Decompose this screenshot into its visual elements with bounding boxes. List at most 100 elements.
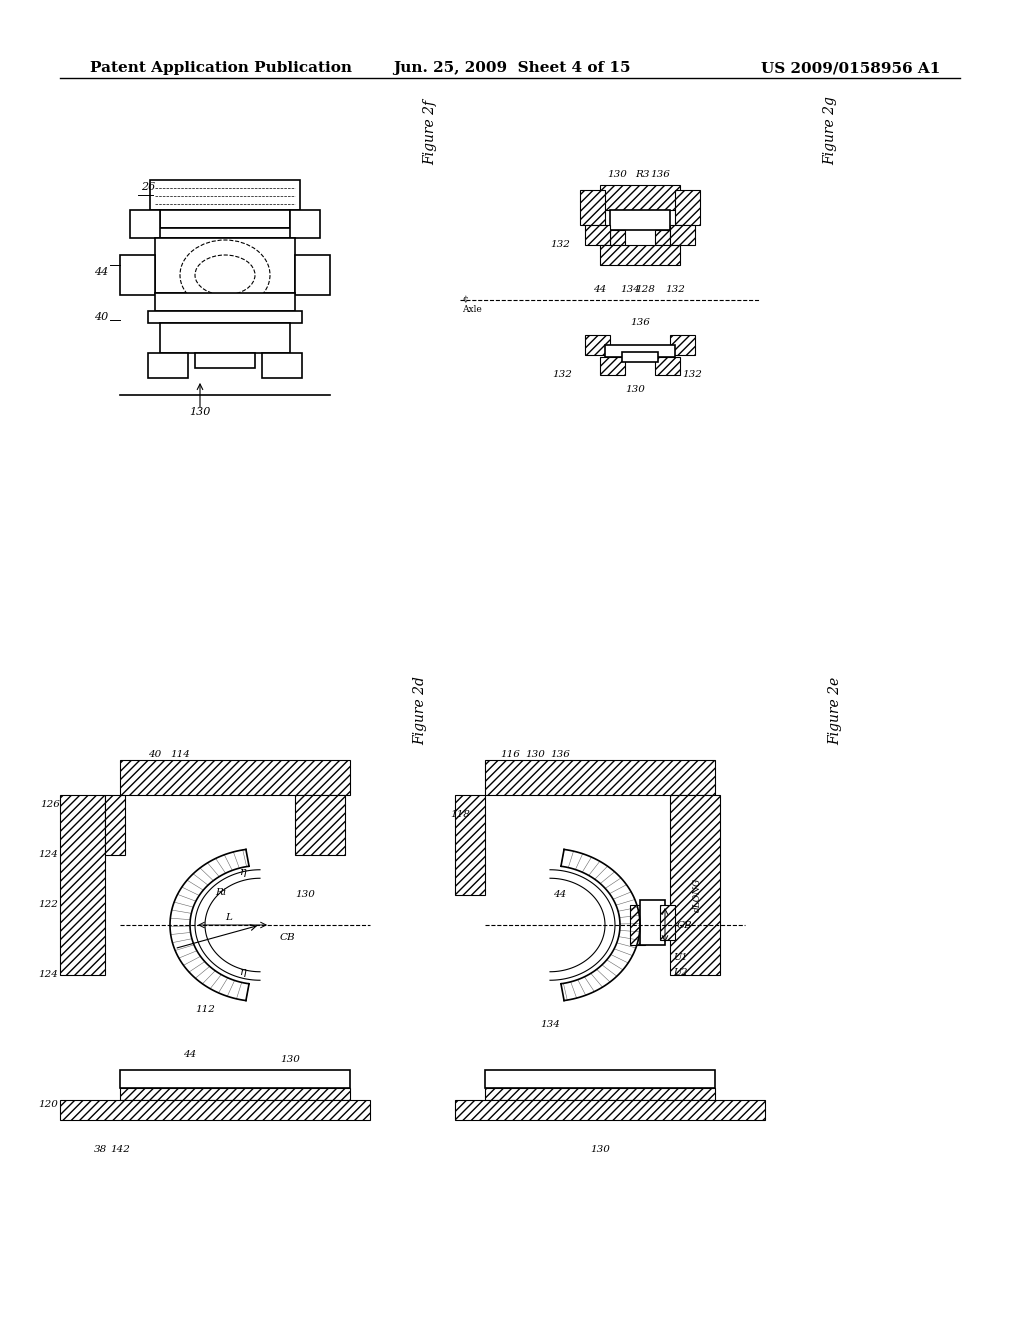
Text: Figure 2g: Figure 2g [823, 96, 837, 165]
Bar [485, 1071, 715, 1088]
Text: US 2009/0158956 A1: US 2009/0158956 A1 [761, 61, 940, 75]
Bar [195, 352, 255, 368]
Ellipse shape [180, 240, 270, 310]
Text: 118: 118 [451, 810, 470, 818]
Bar [120, 760, 350, 795]
Bar [155, 228, 295, 238]
Bar [160, 323, 290, 352]
Text: 122: 122 [38, 900, 58, 909]
Bar [675, 190, 700, 224]
Text: 142: 142 [110, 1144, 130, 1154]
Text: CB: CB [280, 933, 296, 942]
Text: 132: 132 [665, 285, 685, 294]
Bar [670, 335, 695, 355]
Bar [630, 906, 645, 945]
Bar [130, 210, 160, 238]
Bar [120, 255, 155, 294]
Bar [455, 795, 485, 895]
Text: 130: 130 [295, 890, 315, 899]
Text: Figure 2d: Figure 2d [413, 676, 427, 744]
Bar [155, 238, 295, 293]
Bar [655, 230, 670, 246]
Bar [622, 352, 658, 362]
Text: 134: 134 [540, 1020, 560, 1030]
Bar [580, 190, 605, 224]
Bar [295, 795, 345, 855]
Text: 120: 120 [38, 1100, 58, 1109]
Text: Ri: Ri [215, 888, 226, 898]
Bar [600, 246, 680, 265]
Text: 114: 114 [170, 750, 189, 759]
Text: 116: 116 [500, 750, 520, 759]
Text: 112: 112 [195, 1005, 215, 1014]
Bar [670, 224, 695, 246]
Text: Figure 2e: Figure 2e [828, 677, 842, 744]
Text: 132: 132 [552, 370, 572, 379]
Bar [660, 906, 675, 940]
Bar [610, 230, 625, 246]
Text: 128: 128 [635, 285, 655, 294]
Bar [290, 210, 319, 238]
Text: Patent Application Publication: Patent Application Publication [90, 61, 352, 75]
Bar [605, 345, 675, 356]
Text: 126: 126 [40, 800, 60, 809]
Text: 40: 40 [94, 312, 108, 322]
Text: R3: R3 [635, 170, 649, 180]
Bar [148, 312, 302, 323]
Bar [640, 900, 665, 945]
Text: 132: 132 [550, 240, 570, 249]
Text: ¢
Axle: ¢ Axle [462, 294, 481, 314]
Text: η: η [240, 867, 247, 876]
Bar [455, 1100, 765, 1119]
Text: 26: 26 [140, 182, 155, 191]
Bar [60, 1100, 370, 1119]
Text: Figure 2f: Figure 2f [423, 100, 437, 165]
Text: 136: 136 [550, 750, 570, 759]
Text: CB: CB [677, 920, 692, 929]
Ellipse shape [195, 255, 255, 294]
Bar [160, 210, 290, 228]
Bar [600, 185, 680, 210]
Text: 132: 132 [682, 370, 701, 379]
Text: 130: 130 [590, 1144, 610, 1154]
Text: 130: 130 [189, 407, 211, 417]
Text: U1: U1 [673, 953, 687, 962]
Bar [485, 760, 715, 795]
Text: 134: 134 [621, 285, 640, 294]
Text: U2: U2 [673, 968, 687, 977]
Text: 124: 124 [38, 970, 58, 979]
Bar [585, 224, 610, 246]
Text: 130: 130 [280, 1055, 300, 1064]
Bar [585, 335, 610, 355]
Bar [60, 795, 105, 975]
Text: Jun. 25, 2009  Sheet 4 of 15: Jun. 25, 2009 Sheet 4 of 15 [393, 61, 631, 75]
Bar [655, 356, 680, 375]
Text: 44: 44 [94, 267, 108, 277]
Bar [155, 293, 295, 312]
Text: L: L [225, 913, 231, 921]
Bar [670, 795, 720, 975]
Text: 136: 136 [630, 318, 650, 327]
Text: 124: 124 [38, 850, 58, 859]
Bar [485, 1088, 715, 1100]
Text: 38: 38 [93, 1144, 106, 1154]
Bar [120, 1088, 350, 1100]
Bar [262, 352, 302, 378]
Bar [148, 352, 188, 378]
Bar [150, 180, 300, 210]
Text: 44: 44 [553, 890, 566, 899]
Text: 44: 44 [593, 285, 606, 294]
Bar [120, 1071, 350, 1088]
Text: 136: 136 [650, 170, 670, 180]
Text: 130: 130 [525, 750, 545, 759]
Text: dLONG: dLONG [693, 878, 702, 912]
Bar [105, 795, 125, 855]
Text: 130: 130 [625, 385, 645, 393]
Bar [610, 210, 670, 230]
Bar [295, 255, 330, 294]
Text: 130: 130 [607, 170, 627, 180]
Text: η: η [240, 968, 247, 977]
Text: 44: 44 [183, 1049, 197, 1059]
Text: 40: 40 [148, 750, 162, 759]
Bar [600, 356, 625, 375]
